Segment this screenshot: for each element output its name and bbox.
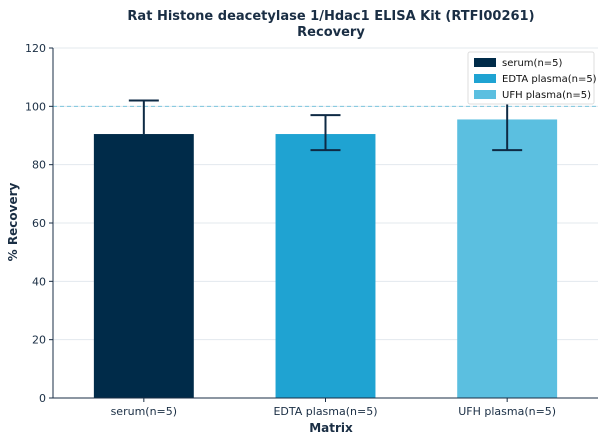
x-tick-label-2: UFH plasma(n=5) [458,405,556,418]
y-tick-label-5: 100 [25,100,46,113]
bar-1 [275,134,376,398]
legend-swatch-0 [474,58,496,67]
legend-swatch-1 [474,74,496,83]
x-axis-label: Matrix [309,421,353,435]
legend-label-1: EDTA plasma(n=5) [502,74,597,85]
chart-subtitle: Recovery [297,25,365,40]
chart-title: Rat Histone deacetylase 1/Hdac1 ELISA Ki… [127,9,534,24]
y-tick-label-0: 0 [39,392,46,405]
y-tick-label-1: 20 [32,334,46,347]
y-tick-label-2: 40 [32,275,46,288]
legend-label-0: serum(n=5) [502,58,563,69]
bar-0 [93,134,194,398]
y-axis-label: % Recovery [6,183,20,262]
bars-group [93,119,558,398]
y-tick-label-6: 120 [25,42,46,55]
legend-swatch-2 [474,90,496,99]
legend-label-2: UFH plasma(n=5) [502,90,591,101]
error-bar-1 [310,114,341,152]
y-tick-labels: 0 20 40 60 80 100 120 [25,42,53,405]
error-bar-0 [128,99,159,135]
x-tick-labels: serum(n=5) EDTA plasma(n=5) UFH plasma(n=5… [111,398,556,418]
legend: serum(n=5) EDTA plasma(n=5) UFH plasma(n=5… [467,51,597,105]
x-tick-label-1: EDTA plasma(n=5) [273,405,377,418]
x-tick-label-0: serum(n=5) [111,405,177,418]
bar-2 [457,119,558,398]
y-tick-label-4: 80 [32,159,46,172]
legend-box [467,51,595,105]
y-tick-label-3: 60 [32,217,46,230]
